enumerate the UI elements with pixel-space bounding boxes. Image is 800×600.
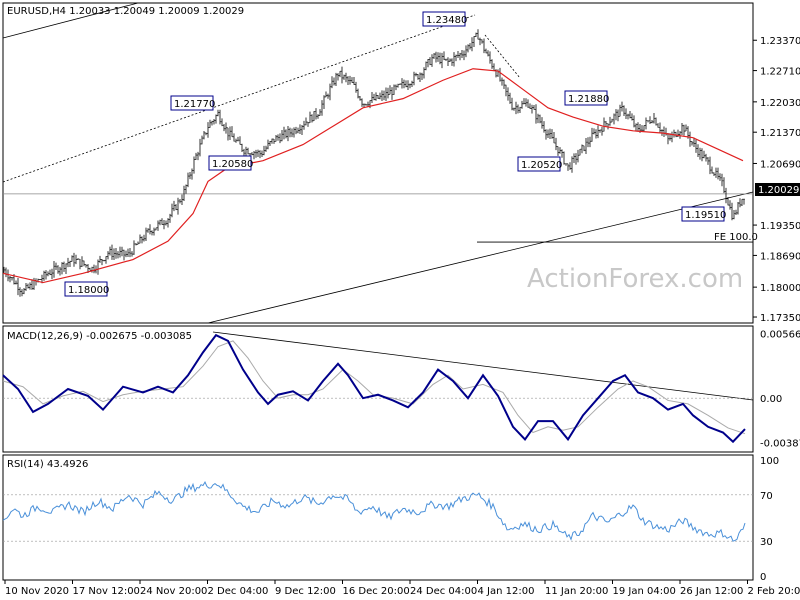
svg-text:1.23480: 1.23480 [426, 15, 467, 26]
svg-text:1.20580: 1.20580 [212, 159, 253, 170]
rsi-tick-label: 0 [760, 572, 766, 583]
svg-text:1.21880: 1.21880 [568, 94, 609, 105]
rsi-series [2, 481, 753, 542]
x-tick-label: 4 Jan 12:00 [478, 586, 535, 597]
price-tick-label: 1.21370 [760, 128, 800, 139]
price-tick-label: 1.18690 [760, 251, 800, 262]
price-tick-label: 1.17350 [760, 313, 800, 324]
x-tick-label: 2 Feb 20:00 [748, 586, 800, 597]
macd-title: MACD(12,26,9) -0.002675 -0.003085 [7, 331, 192, 342]
x-tick-label: 11 Jan 20:00 [545, 586, 608, 597]
symbol-line: EURUSD,H4 1.20033 1.20049 1.20009 1.2002… [7, 6, 244, 17]
price-panel-frame [2, 2, 754, 324]
x-tick-label: 24 Dec 04:00 [410, 586, 477, 597]
macd-trendline [212, 331, 754, 401]
macd-tick-label: 0.00 [760, 394, 782, 405]
annotation-1.23480: 1.23480 [422, 11, 467, 27]
svg-text:1.20029: 1.20029 [758, 185, 799, 196]
fe-label: FE 100.0 [714, 232, 758, 243]
x-tick-label: 10 Nov 2020 [5, 586, 69, 597]
rsi-tick-label: 70 [760, 491, 773, 502]
annotation-1.19510: 1.19510 [681, 206, 726, 222]
x-tick-label: 16 Dec 20:00 [343, 586, 410, 597]
annotation-1.21770: 1.21770 [170, 95, 215, 111]
macd-y-ticks: 0.005662 0.00 -0.003872 [760, 329, 800, 449]
rsi-title: RSI(14) 43.4926 [7, 459, 88, 470]
price-y-ticks: 1.23370 1.22710 1.22030 1.21370 1.20690 1.193… [753, 36, 800, 324]
x-tick-label: 2 Dec 04:00 [208, 586, 269, 597]
rsi-tick-label: 100 [760, 456, 779, 467]
price-tick-label: 1.23370 [760, 36, 800, 47]
x-tick-label: 9 Dec 12:00 [275, 586, 336, 597]
price-tick-label: 1.22710 [760, 67, 800, 78]
x-axis-labels: 10 Nov 2020 17 Nov 12:00 24 Nov 20:00 2 Dec… [4, 580, 800, 597]
moving-average-line [2, 68, 744, 284]
price-tick-label: 1.20690 [760, 159, 800, 170]
rsi-line [2, 481, 746, 542]
x-tick-label: 26 Jan 12:00 [680, 586, 743, 597]
rsi-panel-frame [2, 454, 754, 581]
macd-panel-frame [2, 325, 754, 453]
price-tick-label: 1.22030 [760, 98, 800, 109]
x-tick-label: 24 Nov 20:00 [140, 586, 207, 597]
watermark: ActionForex.com [527, 264, 743, 294]
macd-tick-label: -0.003872 [760, 439, 800, 450]
x-tick-label: 17 Nov 12:00 [73, 586, 140, 597]
svg-text:1.19510: 1.19510 [685, 210, 726, 221]
rsi-y-ticks: 100 70 30 0 [760, 456, 779, 583]
retrace-dotted-line [484, 34, 521, 79]
annotation-1.18000: 1.18000 [64, 281, 109, 297]
svg-text:1.21770: 1.21770 [174, 99, 215, 110]
support-trendline [207, 191, 754, 324]
macd-series [2, 333, 753, 444]
price-series [2, 29, 753, 297]
annotation-1.20520: 1.20520 [517, 156, 562, 172]
x-tick-label: 19 Jan 04:00 [613, 586, 676, 597]
channel-dotted-line [2, 14, 476, 183]
current-price-box: 1.20029 [755, 183, 800, 196]
macd-signal-line [2, 340, 746, 435]
svg-text:1.18000: 1.18000 [68, 285, 109, 296]
annotation-1.21880: 1.21880 [564, 90, 609, 106]
svg-text:1.20520: 1.20520 [521, 160, 562, 171]
macd-tick-label: 0.005662 [760, 329, 800, 340]
annotation-1.20580: 1.20580 [208, 155, 253, 171]
macd-macd-line [2, 333, 746, 444]
rsi-tick-label: 30 [760, 537, 773, 548]
price-tick-label: 1.19350 [760, 221, 800, 232]
price-tick-label: 1.18000 [760, 283, 800, 294]
channel-upper-line [2, 2, 139, 39]
